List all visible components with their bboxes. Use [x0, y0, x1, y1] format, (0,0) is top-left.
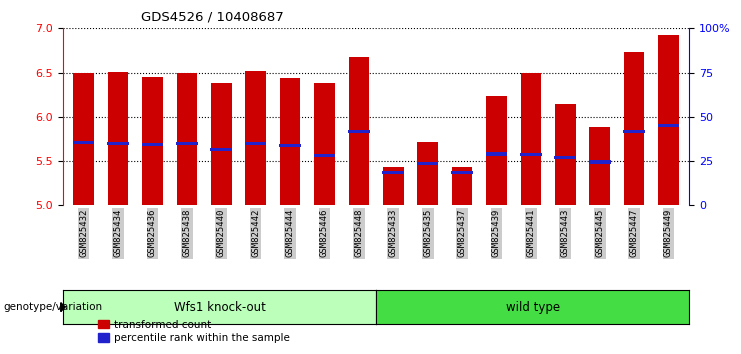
Bar: [589, 127, 610, 205]
Text: GSM825437: GSM825437: [457, 209, 467, 257]
Bar: [348, 57, 369, 205]
Bar: [210, 148, 232, 151]
Bar: [107, 142, 129, 145]
Bar: [486, 96, 507, 205]
Text: GSM825432: GSM825432: [79, 209, 88, 257]
Bar: [245, 142, 267, 145]
Bar: [245, 71, 266, 205]
Bar: [554, 156, 576, 159]
Text: GSM825444: GSM825444: [285, 209, 295, 257]
Bar: [313, 154, 335, 157]
Bar: [73, 141, 94, 144]
Bar: [279, 144, 301, 147]
Bar: [623, 130, 645, 133]
Text: wild type: wild type: [505, 301, 559, 314]
Bar: [520, 74, 541, 205]
Bar: [176, 74, 197, 205]
Text: GSM825445: GSM825445: [595, 209, 604, 257]
Bar: [279, 78, 300, 205]
Text: GSM825434: GSM825434: [113, 209, 122, 257]
Bar: [142, 143, 163, 146]
Text: GSM825443: GSM825443: [561, 209, 570, 257]
Bar: [555, 103, 576, 205]
Bar: [417, 142, 438, 205]
Bar: [73, 74, 94, 205]
Legend: transformed count, percentile rank within the sample: transformed count, percentile rank withi…: [94, 315, 294, 347]
Bar: [176, 142, 198, 145]
Text: genotype/variation: genotype/variation: [4, 302, 103, 312]
Bar: [142, 77, 163, 205]
Text: GSM825446: GSM825446: [320, 209, 329, 257]
Bar: [589, 160, 611, 164]
Bar: [348, 130, 370, 133]
Text: GSM825436: GSM825436: [148, 209, 157, 257]
Text: GDS4526 / 10408687: GDS4526 / 10408687: [141, 11, 284, 24]
Bar: [314, 83, 335, 205]
Bar: [624, 52, 645, 205]
Text: GSM825449: GSM825449: [664, 209, 673, 257]
Bar: [382, 171, 404, 174]
Bar: [658, 35, 679, 205]
Text: GSM825433: GSM825433: [389, 209, 398, 257]
Text: GSM825439: GSM825439: [492, 209, 501, 257]
Bar: [417, 162, 439, 165]
Text: GSM825442: GSM825442: [251, 209, 260, 257]
Text: GSM825441: GSM825441: [526, 209, 536, 257]
Text: GSM825447: GSM825447: [630, 209, 639, 257]
Text: GSM825448: GSM825448: [354, 209, 363, 257]
Bar: [485, 153, 508, 155]
Bar: [383, 167, 404, 205]
Bar: [520, 153, 542, 156]
Text: GSM825438: GSM825438: [182, 209, 191, 257]
Text: GSM825440: GSM825440: [216, 209, 226, 257]
Bar: [451, 171, 473, 174]
Bar: [211, 83, 231, 205]
Text: GSM825435: GSM825435: [423, 209, 432, 257]
Bar: [452, 167, 472, 205]
Bar: [658, 124, 679, 127]
Bar: [107, 72, 128, 205]
Text: Wfs1 knock-out: Wfs1 knock-out: [173, 301, 265, 314]
